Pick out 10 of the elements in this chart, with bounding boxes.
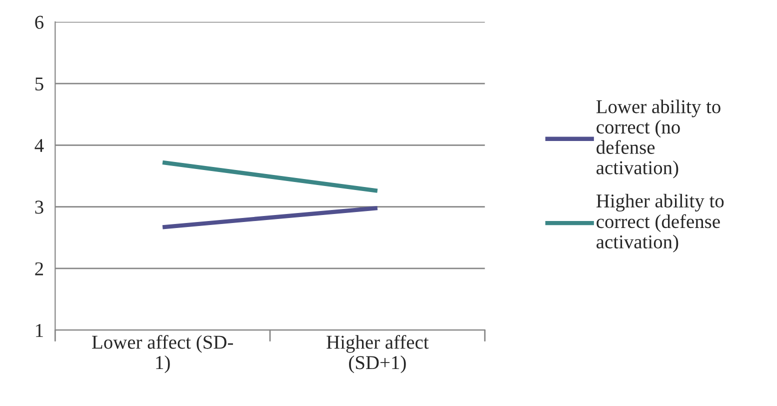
y-tick-label: 2: [35, 262, 43, 276]
x-tick-label: Higher affect (SD+1): [326, 334, 429, 374]
y-tick-label: 6: [35, 16, 44, 29]
y-tick-label: 4: [34, 139, 44, 152]
legend-label: Higher ability to correct (defense activation): [596, 194, 724, 252]
y-tick-label: 3: [35, 200, 44, 214]
y-tick-label: 1: [36, 324, 43, 337]
legend-label: Lower ability to correct (no defense activation): [596, 100, 720, 178]
x-tick-label: Lower affect (SD- 1): [92, 334, 233, 374]
y-tick-label: 5: [35, 78, 44, 90]
